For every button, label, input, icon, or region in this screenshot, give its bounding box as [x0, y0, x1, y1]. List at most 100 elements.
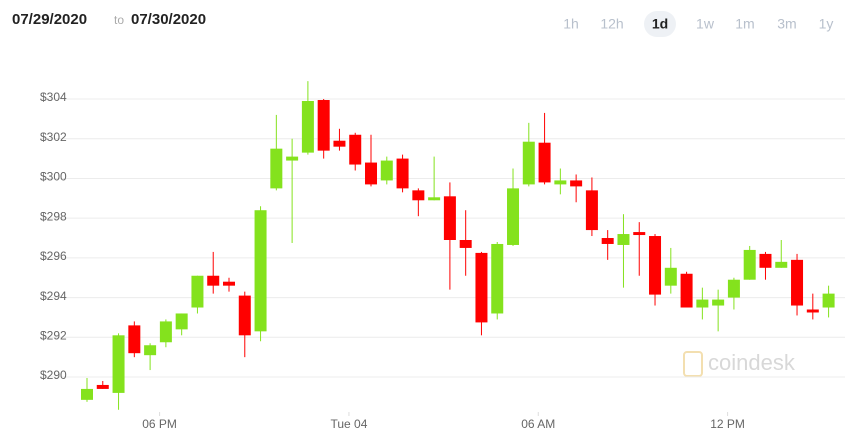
- candle-body: [144, 345, 157, 356]
- y-tick-label: $294: [40, 289, 67, 303]
- candle-body: [191, 275, 204, 308]
- candle: [207, 251, 220, 294]
- candle-body: [380, 160, 393, 181]
- x-tick-label: 06 PM: [142, 417, 177, 431]
- candle: [554, 168, 567, 195]
- candle-body: [286, 156, 299, 161]
- candle: [191, 275, 204, 314]
- candle: [649, 234, 662, 306]
- candle-body: [727, 279, 740, 298]
- candle-body: [585, 190, 598, 231]
- x-tick-label: 06 AM: [521, 417, 555, 431]
- date-separator: to: [114, 13, 124, 27]
- y-tick-label: $298: [40, 209, 67, 223]
- y-tick-label: $304: [40, 90, 67, 104]
- candle-body: [270, 148, 283, 189]
- candle-body: [554, 180, 567, 185]
- candle-body: [775, 261, 788, 268]
- candle: [175, 313, 188, 336]
- candle: [585, 177, 598, 237]
- candle-body: [680, 273, 693, 308]
- candle: [365, 134, 378, 187]
- candle: [428, 156, 441, 201]
- candle-body: [491, 243, 504, 314]
- range-button[interactable]: 1h: [563, 16, 579, 32]
- range-button[interactable]: 3m: [777, 16, 796, 32]
- range-button[interactable]: 1d: [652, 16, 668, 32]
- candle: [459, 210, 472, 276]
- candle-body: [396, 158, 409, 189]
- candle: [759, 251, 772, 280]
- range-active-bg: [644, 11, 676, 37]
- watermark-text: coindesk: [708, 350, 796, 375]
- candle: [301, 81, 314, 155]
- candle: [396, 154, 409, 193]
- candle-body: [570, 180, 583, 187]
- candle-body: [301, 101, 314, 153]
- candle-body: [254, 210, 267, 332]
- watermark: coindesk: [683, 350, 796, 377]
- candle-body: [759, 253, 772, 268]
- candle-body: [633, 232, 646, 236]
- candle-body: [333, 140, 346, 147]
- x-tick-label: 12 PM: [710, 417, 745, 431]
- candle: [664, 247, 677, 294]
- candle-body: [617, 234, 630, 245]
- candle: [617, 214, 630, 288]
- candle-body: [238, 295, 251, 336]
- candle: [712, 289, 725, 332]
- candle-body: [175, 313, 188, 330]
- candle: [96, 380, 109, 389]
- watermark-logo: [683, 351, 703, 377]
- candle: [223, 277, 235, 292]
- candle-body: [475, 252, 488, 323]
- candle-body: [522, 141, 535, 185]
- range-selector: 1h 12h 1d 1w 1m 3m 1y: [563, 11, 833, 37]
- candle: [538, 112, 551, 185]
- range-button[interactable]: 1y: [819, 16, 834, 32]
- candle: [349, 132, 362, 171]
- candle: [633, 222, 646, 276]
- candle-body: [696, 299, 709, 308]
- candle: [775, 240, 788, 268]
- candle-body: [443, 196, 456, 240]
- candle-body: [159, 321, 172, 343]
- candle-body: [822, 293, 835, 308]
- candle-body: [791, 259, 804, 306]
- y-tick-label: $296: [40, 249, 67, 263]
- candle-body: [317, 100, 330, 151]
- candle: [238, 291, 251, 358]
- range-button[interactable]: 12h: [600, 16, 623, 32]
- candle-body: [428, 197, 441, 201]
- candle-body: [507, 188, 520, 245]
- x-tick-label: Tue 04: [330, 417, 367, 431]
- candle-body: [96, 384, 109, 389]
- candle: [128, 321, 141, 358]
- candle: [144, 343, 157, 371]
- candle: [491, 241, 504, 320]
- candle: [806, 293, 819, 320]
- candle: [601, 230, 614, 260]
- candle: [112, 333, 125, 410]
- y-tick-label: $290: [40, 368, 67, 382]
- candle-body: [712, 299, 725, 306]
- candle: [475, 251, 488, 336]
- candle-body: [128, 325, 141, 354]
- range-button[interactable]: 1m: [735, 16, 754, 32]
- range-button[interactable]: 1w: [696, 16, 715, 32]
- candle-body: [412, 190, 425, 201]
- candle: [696, 287, 709, 320]
- candle-body: [538, 142, 551, 183]
- candle: [254, 206, 267, 342]
- candle-body: [601, 238, 614, 244]
- candle: [333, 128, 346, 151]
- candle: [412, 188, 425, 217]
- candle: [727, 277, 740, 310]
- y-tick-label: $302: [40, 130, 67, 144]
- candle-body: [207, 275, 220, 286]
- candle: [570, 174, 583, 203]
- candle-body: [80, 388, 93, 400]
- y-tick-label: $292: [40, 328, 67, 342]
- y-tick-label: $300: [40, 170, 67, 184]
